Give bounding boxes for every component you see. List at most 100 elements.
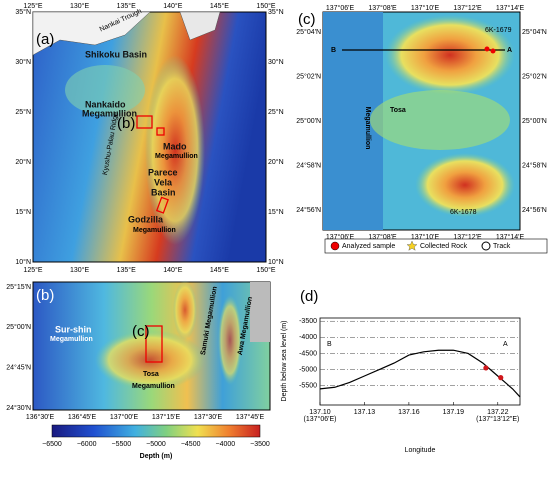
- lat-label: 25°00'N: [6, 323, 31, 331]
- lon-label: 135°E: [117, 2, 136, 10]
- annotation: A: [503, 341, 508, 348]
- panel-label: (b): [36, 287, 54, 304]
- land: [179, 11, 221, 41]
- profile-line: [319, 349, 521, 398]
- lon-label: 140°E: [163, 2, 182, 10]
- feature: Megamullion: [155, 153, 198, 160]
- legend-icon: [406, 240, 418, 251]
- feature: Tosa: [390, 107, 406, 114]
- lon-label: 130°E: [70, 2, 89, 10]
- high: [385, 15, 515, 95]
- feature: A: [507, 47, 512, 54]
- y-tick-label: -5000: [299, 366, 317, 373]
- lat-label: 25°04'N: [522, 28, 547, 36]
- y-tick-label: -5500: [299, 383, 317, 390]
- lon-label: 137°06'E: [326, 233, 355, 241]
- colorbar-tick: −5500: [111, 441, 131, 448]
- lon-label: 137°12'E: [453, 233, 482, 241]
- x-tick-sublabel: (137°06'E): [304, 415, 337, 423]
- legend-icon: [481, 241, 491, 251]
- ridge: [173, 280, 197, 340]
- land: [32, 11, 151, 56]
- feature: (b): [117, 115, 135, 132]
- lat-label: 20°N: [268, 158, 284, 166]
- x-tick-label: 137.16: [398, 409, 420, 416]
- lon-label: 145°E: [210, 266, 229, 274]
- colorbar-tick: −6500: [42, 441, 62, 448]
- box: [155, 196, 169, 214]
- ridge: [145, 55, 205, 245]
- colorbar-tick: −4000: [215, 441, 235, 448]
- y-tick-label: -4000: [299, 334, 317, 341]
- feature: (c): [132, 323, 150, 340]
- ridge: [95, 330, 205, 390]
- colorbar-tick: −5000: [146, 441, 166, 448]
- lon-label: 137°06'E: [326, 4, 355, 12]
- sample-point: [483, 365, 489, 371]
- feature: Megamullion: [364, 107, 371, 150]
- panel-a: (a) Nankai Trough Shikoku Basin Nankaido…: [32, 8, 267, 263]
- lat-label: 24°56'N: [522, 206, 547, 214]
- panel-label: (a): [36, 31, 54, 48]
- lon-label: 140°E: [163, 266, 182, 274]
- legend-label: Collected Rock: [420, 243, 468, 250]
- lon-label: 125°E: [23, 2, 42, 10]
- sample: [484, 46, 490, 52]
- lat-label: 35°N: [15, 8, 31, 16]
- lon-label: 137°45'E: [236, 413, 265, 421]
- lon-label: 136°30'E: [26, 413, 55, 421]
- lon-label: 137°14'E: [496, 4, 525, 12]
- lat-label: 24°58'N: [296, 161, 321, 169]
- feature: Sur-shin: [55, 324, 92, 334]
- lat-label: 24°56'N: [296, 206, 321, 214]
- feature: Megamullion: [132, 383, 175, 390]
- box-b: [136, 115, 153, 129]
- lon-label: 136°45'E: [68, 413, 97, 421]
- x-tick-label: 137.22: [487, 409, 509, 416]
- lat-label: 20°N: [15, 158, 31, 166]
- lat-label: 25°N: [15, 108, 31, 116]
- panel-label: (c): [298, 11, 316, 28]
- x-tick-sublabel: (137°13'12"E): [476, 415, 519, 423]
- y-tick-label: -3500: [299, 318, 317, 325]
- lat-label: 30°N: [15, 58, 31, 66]
- feature: Vela: [154, 177, 173, 187]
- panel-label: (d): [300, 288, 318, 305]
- lon-label: 130°E: [70, 266, 89, 274]
- lat-label: 25°N: [268, 108, 284, 116]
- lon-label: 137°30'E: [194, 413, 223, 421]
- high: [415, 153, 515, 217]
- legend: [324, 238, 548, 254]
- annotation: B: [327, 341, 332, 348]
- colorbar-label: Depth (m): [140, 453, 173, 460]
- lon-label: 137°14'E: [496, 233, 525, 241]
- lat-label: 15°N: [15, 208, 31, 216]
- feature: B: [331, 47, 336, 54]
- lon-label: 150°E: [256, 2, 275, 10]
- lat-label: 10°N: [268, 258, 284, 266]
- lat-label: 25°02'N: [522, 72, 547, 80]
- legend-label: Analyzed sample: [342, 243, 395, 250]
- plot-frame: [319, 317, 521, 406]
- colorbar-tick: −3500: [250, 441, 270, 448]
- lon-label: 137°12'E: [453, 4, 482, 12]
- lon-label: 137°08'E: [368, 233, 397, 241]
- lat-label: 25°15'N: [6, 283, 31, 291]
- x-tick-label: 137.19: [443, 409, 465, 416]
- lat-label: 25°00'N: [522, 117, 547, 125]
- feature: Megamullion: [82, 108, 137, 118]
- legend-label: Track: [493, 243, 511, 250]
- panel-d: (d) Depth below sea level (m) Longitude …: [281, 288, 521, 454]
- ridge: [218, 295, 242, 385]
- y-tick-label: -4500: [299, 350, 317, 357]
- lat-label: 25°02'N: [296, 72, 321, 80]
- lat-label: 10°N: [15, 258, 31, 266]
- lon-label: 125°E: [23, 266, 42, 274]
- lon-label: 137°10'E: [411, 4, 440, 12]
- sample-point: [498, 375, 504, 381]
- lon-label: 150°E: [256, 266, 275, 274]
- feature: Basin: [151, 187, 176, 197]
- ridge: [65, 65, 145, 115]
- feature: 6K-1678: [450, 209, 477, 216]
